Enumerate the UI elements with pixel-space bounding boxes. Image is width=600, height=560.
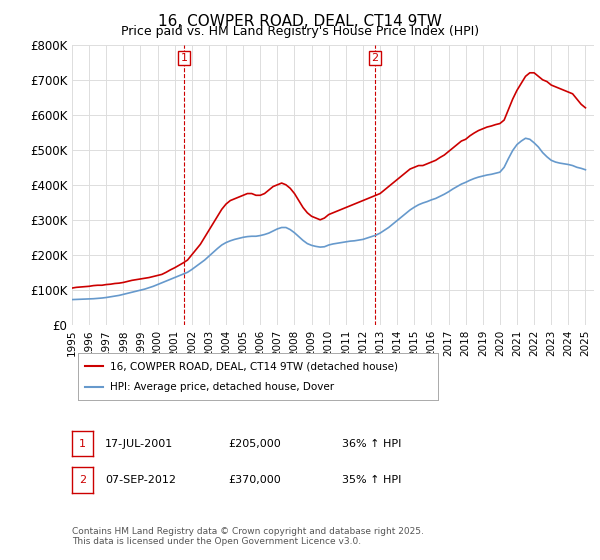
Text: 17-JUL-2001: 17-JUL-2001 xyxy=(105,438,173,449)
Text: HPI: Average price, detached house, Dover: HPI: Average price, detached house, Dove… xyxy=(110,382,335,392)
Text: £205,000: £205,000 xyxy=(228,438,281,449)
Text: Contains HM Land Registry data © Crown copyright and database right 2025.
This d: Contains HM Land Registry data © Crown c… xyxy=(72,526,424,546)
Text: Price paid vs. HM Land Registry's House Price Index (HPI): Price paid vs. HM Land Registry's House … xyxy=(121,25,479,38)
Text: 1: 1 xyxy=(79,438,86,449)
Text: 35% ↑ HPI: 35% ↑ HPI xyxy=(342,475,401,485)
Text: 36% ↑ HPI: 36% ↑ HPI xyxy=(342,438,401,449)
Text: 07-SEP-2012: 07-SEP-2012 xyxy=(105,475,176,485)
Text: 1: 1 xyxy=(181,53,187,63)
Text: £370,000: £370,000 xyxy=(228,475,281,485)
Text: 2: 2 xyxy=(371,53,379,63)
Text: 2: 2 xyxy=(79,475,86,485)
Text: 16, COWPER ROAD, DEAL, CT14 9TW (detached house): 16, COWPER ROAD, DEAL, CT14 9TW (detache… xyxy=(110,361,398,371)
Text: 16, COWPER ROAD, DEAL, CT14 9TW: 16, COWPER ROAD, DEAL, CT14 9TW xyxy=(158,14,442,29)
